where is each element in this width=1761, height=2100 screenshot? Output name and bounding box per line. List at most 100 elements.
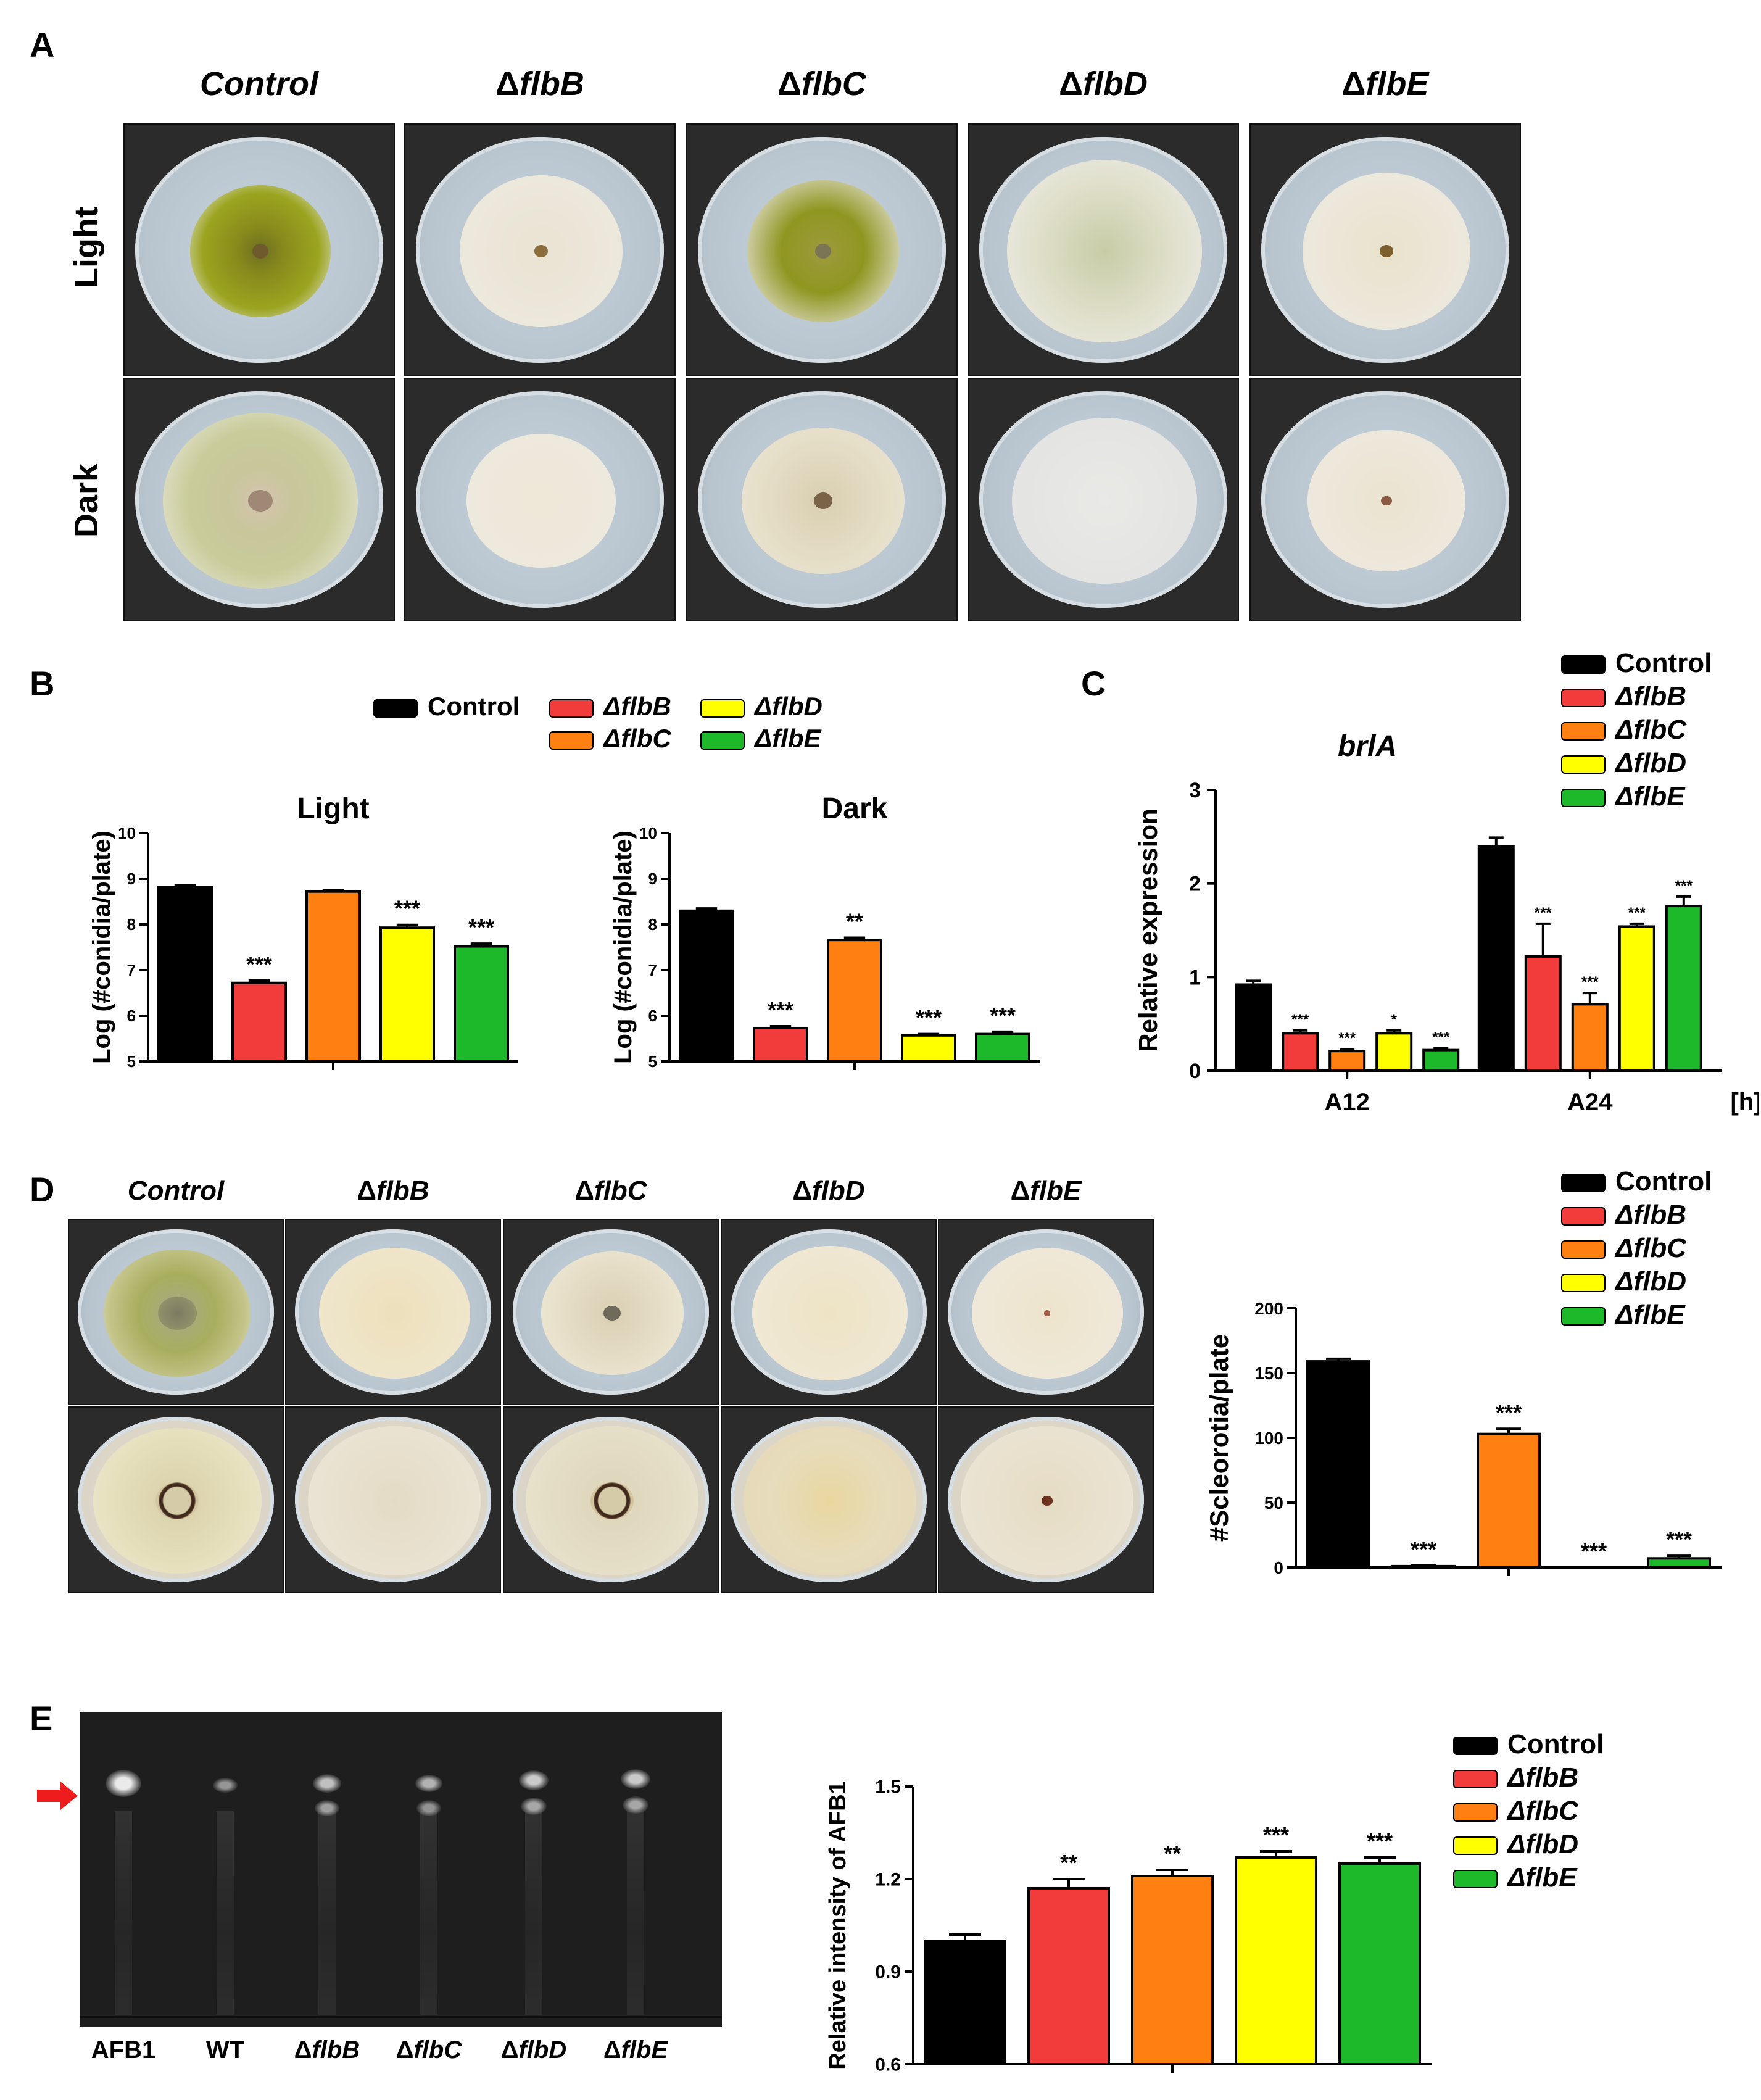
panel-d-legend: Control ΔflbB ΔflbC ΔflbD ΔflbE <box>1561 1165 1712 1332</box>
bar-3 <box>901 1034 956 1063</box>
plate-dark-0 <box>123 378 395 621</box>
tlc-spot <box>621 1769 650 1789</box>
y-tick-label: 6 <box>127 1006 136 1025</box>
d-column-label-control: Control <box>127 1176 225 1206</box>
plate-d-top-3 <box>721 1219 937 1405</box>
tlc-spot <box>623 1796 648 1814</box>
significance-label: *** <box>1628 905 1646 921</box>
y-tick-label: 1.2 <box>875 1870 901 1890</box>
bar-2 <box>1477 1432 1541 1569</box>
bar-0-0 <box>1235 983 1272 1073</box>
panel-letter-b: B <box>30 664 55 703</box>
significance-label: *** <box>1666 1527 1692 1552</box>
group-label: A24 <box>1567 1089 1613 1116</box>
significance-label: *** <box>246 952 272 977</box>
y-tick-label: 0.6 <box>875 2055 901 2075</box>
bar-3 <box>1235 1856 1317 2065</box>
y-tick-label: 7 <box>648 961 657 979</box>
tlc-baseline <box>80 2016 722 2018</box>
bar-0-4 <box>1422 1048 1460 1073</box>
significance-label: *** <box>1411 1537 1436 1562</box>
significance-label: *** <box>1367 1828 1393 1854</box>
bar-2 <box>305 890 361 1063</box>
tlc-spot <box>521 1798 547 1815</box>
chart-title: brlA <box>1338 730 1397 763</box>
y-tick-label: 0 <box>1274 1558 1283 1577</box>
d-column-label-flbc: ΔflbC <box>574 1176 647 1206</box>
plate-light-4 <box>1249 123 1521 376</box>
bar-1-3 <box>1618 925 1655 1072</box>
y-tick-label: 3 <box>1189 779 1201 802</box>
significance-label: ** <box>846 908 863 934</box>
significance-label: *** <box>1496 1400 1522 1425</box>
row-label-0: Light <box>68 207 105 288</box>
bar-0-2 <box>1328 1050 1366 1073</box>
d-column-label-flbe: ΔflbE <box>1010 1176 1082 1206</box>
bar-1 <box>1027 1887 1110 2065</box>
group-label: A12 <box>1325 1089 1370 1116</box>
significance-label: ** <box>1060 1850 1077 1875</box>
tlc-lane-0 <box>115 1811 132 2015</box>
tlc-spot <box>213 1778 238 1793</box>
chart-title: Dark <box>822 792 888 825</box>
bar-3 <box>379 926 435 1063</box>
bar-0 <box>157 886 213 1063</box>
plate-light-2 <box>686 123 958 376</box>
plate-d-bottom-3 <box>721 1406 937 1593</box>
bar-4 <box>1338 1862 1421 2065</box>
significance-label: *** <box>1535 905 1552 921</box>
plate-d-bottom-2 <box>503 1406 719 1593</box>
plate-light-0 <box>123 123 395 376</box>
y-tick-label: 0 <box>1189 1060 1201 1083</box>
panel-letter-d: D <box>30 1170 55 1209</box>
chart-title: Light <box>297 792 369 825</box>
d-column-label-flbb: ΔflbB <box>357 1176 429 1206</box>
significance-label: *** <box>1675 878 1693 894</box>
bar-0-3 <box>1375 1032 1413 1072</box>
column-label-flbd: ΔflbD <box>1059 65 1148 102</box>
y-axis-label: Log (#conidia/plate) <box>610 831 637 1064</box>
plate-dark-2 <box>686 378 958 621</box>
y-tick-label: 10 <box>118 824 136 842</box>
y-tick-label: 10 <box>639 824 657 842</box>
y-axis-label: #Scleorotia/plate <box>1204 1334 1233 1542</box>
tlc-label-5: ΔflbE <box>603 2036 668 2064</box>
tlc-spot <box>313 1774 341 1793</box>
chart-b-light: 5 6 7 8 9 10 *** *** *** Light Log (#conidia/plate… <box>88 792 518 1071</box>
bar-4 <box>975 1032 1030 1063</box>
plate-d-top-0 <box>68 1219 284 1405</box>
significance-label: *** <box>394 896 420 921</box>
tlc-label-1: WT <box>205 2036 245 2064</box>
tlc-lane-1 <box>217 1811 234 2015</box>
red-arrow-icon <box>37 1782 78 1810</box>
tlc-lane-5 <box>627 1811 644 2015</box>
column-label-flbc: ΔflbC <box>777 65 866 102</box>
y-tick-label: 150 <box>1254 1364 1283 1383</box>
plate-dark-1 <box>404 378 676 621</box>
plate-light-3 <box>968 123 1239 376</box>
y-tick-label: 1.5 <box>875 1777 901 1798</box>
bar-4 <box>454 945 509 1063</box>
bar-1-1 <box>1524 955 1562 1073</box>
y-tick-label: 8 <box>127 915 136 934</box>
d-column-label-flbd: ΔflbD <box>792 1176 865 1206</box>
plate-dark-4 <box>1249 378 1521 621</box>
tlc-spot <box>416 1800 441 1816</box>
significance-label: *** <box>1338 1030 1356 1047</box>
bar-0 <box>924 1940 1006 2065</box>
tlc-plate <box>80 1712 722 2027</box>
tlc-lane-4 <box>525 1811 542 2015</box>
significance-label: *** <box>1581 974 1599 990</box>
tlc-label-2: ΔflbB <box>294 2036 360 2064</box>
bar-4 <box>1647 1557 1711 1569</box>
plate-light-1 <box>404 123 676 376</box>
y-tick-label: 9 <box>127 869 136 888</box>
panel-letter-a: A <box>30 25 55 64</box>
y-tick-label: 6 <box>648 1006 657 1025</box>
y-axis-label: Relative expression <box>1133 808 1162 1052</box>
plate-dark-3 <box>968 378 1239 621</box>
panel-e-legend: Control ΔflbB ΔflbC ΔflbD ΔflbE <box>1453 1728 1604 1895</box>
significance-label: *** <box>1263 1822 1289 1848</box>
tlc-spot <box>106 1770 141 1797</box>
